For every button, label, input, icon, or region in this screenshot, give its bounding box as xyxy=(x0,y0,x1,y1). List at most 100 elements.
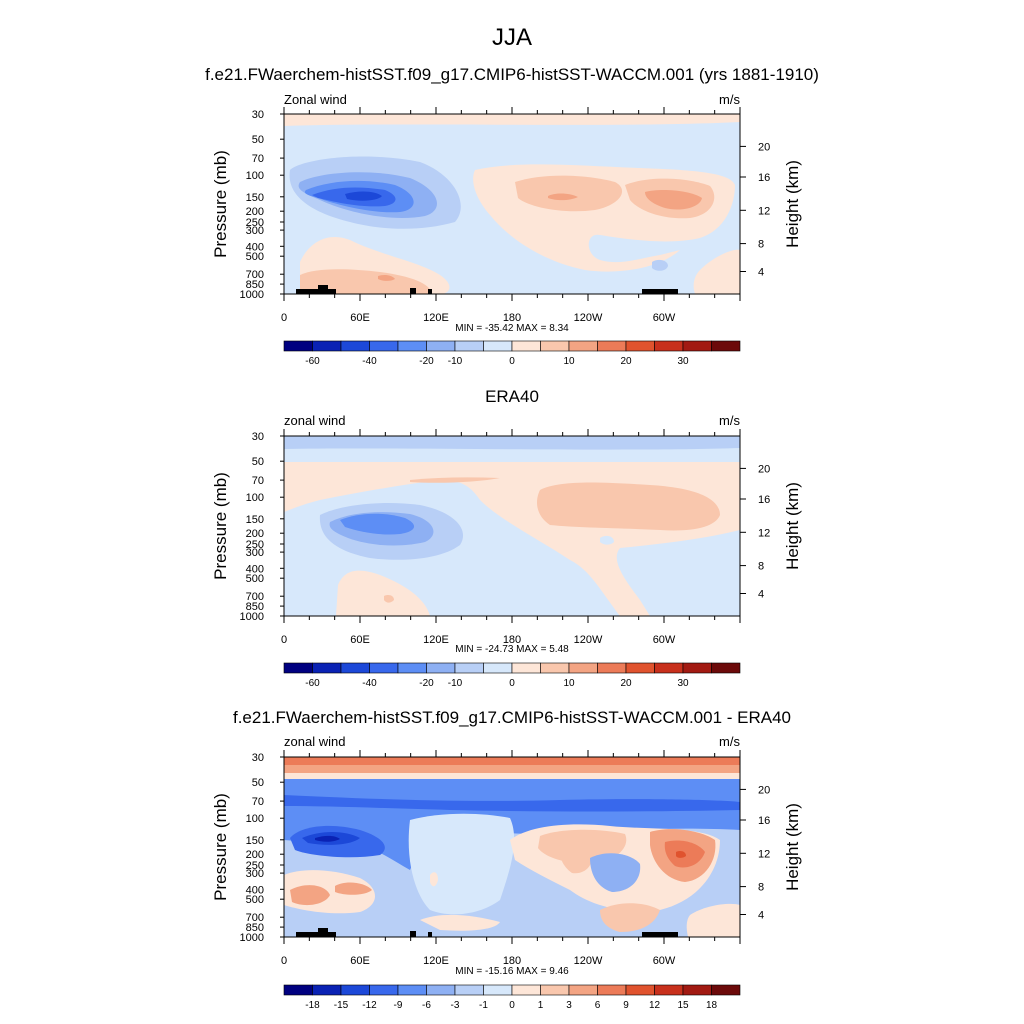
colorbar-box xyxy=(426,984,456,996)
pressure-tick-label: 30 xyxy=(252,431,264,443)
colorbar-label: -20 xyxy=(419,678,434,689)
colorbar-box xyxy=(711,340,741,352)
colorbar-box xyxy=(369,984,399,996)
pressure-tick-label: 100 xyxy=(246,170,264,182)
pressure-tick-label: 100 xyxy=(246,813,264,825)
height-tick-label: 4 xyxy=(758,910,764,922)
pressure-tick-label: 250 xyxy=(246,217,264,229)
panel-era40-left-label: zonal wind xyxy=(284,413,345,428)
lon-tick-label: 0 xyxy=(281,312,287,324)
colorbar-box xyxy=(511,984,541,996)
colorbar-box xyxy=(568,662,598,674)
colorbar-box xyxy=(654,340,684,352)
height-tick-label: 8 xyxy=(758,239,764,251)
colorbar-box xyxy=(682,340,712,352)
pressure-tick-label: 200 xyxy=(246,528,264,540)
pressure-tick-label: 70 xyxy=(252,796,264,808)
pressure-tick-label: 250 xyxy=(246,539,264,551)
panel-era40-axes: Pressure (mb) Height (km) xyxy=(211,472,802,580)
colorbar-label: 10 xyxy=(563,356,575,367)
colorbar-label: -60 xyxy=(305,356,320,367)
pressure-tick-label: 400 xyxy=(246,884,264,896)
lon-tick-label: 120W xyxy=(574,312,603,324)
height-tick-label: 20 xyxy=(758,784,770,796)
pressure-tick-label: 70 xyxy=(252,153,264,165)
lon-tick-label: 60E xyxy=(350,955,370,967)
colorbar-label: 0 xyxy=(509,678,515,689)
pressure-tick-label: 500 xyxy=(246,251,264,263)
colorbar-label: 30 xyxy=(677,678,689,689)
colorbar-box xyxy=(654,662,684,674)
lon-tick-label: 60W xyxy=(653,955,676,967)
height-tick-label: 8 xyxy=(758,882,764,894)
lon-tick-label: 60E xyxy=(350,312,370,324)
colorbar-box xyxy=(711,984,741,996)
colorbar-label: -10 xyxy=(448,356,463,367)
colorbar-label: -15 xyxy=(334,1000,349,1011)
pressure-tick-label: 200 xyxy=(246,206,264,218)
pressure-tick-label: 250 xyxy=(246,860,264,872)
pressure-tick-label: 400 xyxy=(246,241,264,253)
height-label: Height (km) xyxy=(783,482,802,570)
pressure-tick-label: 200 xyxy=(246,849,264,861)
panel-diff-title: f.e21.FWaerchem-histSST.f09_g17.CMIP6-hi… xyxy=(233,708,791,727)
pressure-tick-label: 400 xyxy=(246,563,264,575)
height-tick-label: 12 xyxy=(758,848,770,860)
lon-tick-label: 120E xyxy=(423,634,449,646)
colorbar-box xyxy=(483,984,513,996)
colorbar-box xyxy=(340,340,370,352)
height-tick-label: 4 xyxy=(758,267,764,279)
figure-title: JJA xyxy=(492,24,532,51)
height-label: Height (km) xyxy=(783,160,802,248)
colorbar-2: -18 -15 -12 -9 -6 -3 -1 0 1 3 6 9 12 15 18 xyxy=(283,984,741,1011)
panel-model-plot xyxy=(283,113,741,295)
colorbar-box xyxy=(397,662,427,674)
pressure-tick-label: 1000 xyxy=(240,289,264,301)
pressure-tick-label: 1000 xyxy=(240,611,264,623)
colorbar-label: 9 xyxy=(623,1000,629,1011)
height-tick-label: 16 xyxy=(758,494,770,506)
lon-tick-label: 180 xyxy=(503,634,521,646)
colorbar-label: -6 xyxy=(422,1000,431,1011)
pressure-label: Pressure (mb) xyxy=(211,793,230,901)
lon-tick-label: 60E xyxy=(350,634,370,646)
pressure-tick-label: 700 xyxy=(246,269,264,281)
colorbar-box xyxy=(711,662,741,674)
colorbar-box xyxy=(682,984,712,996)
lon-tick-label: 120W xyxy=(574,634,603,646)
colorbar-label: 20 xyxy=(620,678,632,689)
colorbar-label: -3 xyxy=(451,1000,460,1011)
pressure-tick-label: 30 xyxy=(252,752,264,764)
panel-model-left-label: Zonal wind xyxy=(284,92,347,107)
pressure-tick-label: 100 xyxy=(246,492,264,504)
colorbar-box xyxy=(625,984,655,996)
colorbar-box xyxy=(568,984,598,996)
colorbar-box xyxy=(454,340,484,352)
panel-diff-topography xyxy=(296,928,678,937)
height-tick-label: 12 xyxy=(758,527,770,539)
colorbar-label: 18 xyxy=(706,1000,718,1011)
colorbar-label: 3 xyxy=(566,1000,572,1011)
panel-era40-plot xyxy=(283,435,741,617)
pressure-tick-label: 150 xyxy=(246,835,264,847)
colorbar-box xyxy=(426,662,456,674)
colorbar-label: -60 xyxy=(305,678,320,689)
pressure-tick-label: 1000 xyxy=(240,932,264,944)
lon-tick-label: 120E xyxy=(423,312,449,324)
colorbar-label: -40 xyxy=(362,356,377,367)
colorbar-box xyxy=(454,984,484,996)
colorbar-box xyxy=(312,662,342,674)
panel-era40: ERA40 zonal wind m/s Pressure (mb) Heigh… xyxy=(211,387,802,655)
colorbar-box xyxy=(511,662,541,674)
colorbar-box xyxy=(312,984,342,996)
colorbar-box xyxy=(283,662,313,674)
colorbar-label: -12 xyxy=(362,1000,377,1011)
colorbar-label: 6 xyxy=(595,1000,601,1011)
colorbar-box xyxy=(625,662,655,674)
panel-model: f.e21.FWaerchem-histSST.f09_g17.CMIP6-hi… xyxy=(205,65,819,334)
panel-diff-plot xyxy=(283,756,741,938)
colorbar-box xyxy=(454,662,484,674)
pressure-tick-label: 70 xyxy=(252,475,264,487)
